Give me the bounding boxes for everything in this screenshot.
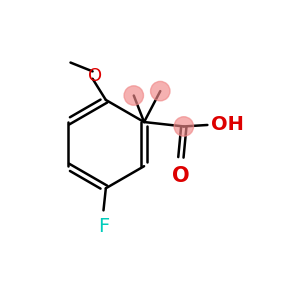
Circle shape bbox=[124, 86, 143, 105]
Text: OH: OH bbox=[211, 116, 244, 134]
Circle shape bbox=[151, 81, 170, 101]
Text: O: O bbox=[88, 68, 103, 85]
Text: F: F bbox=[98, 217, 109, 236]
Circle shape bbox=[174, 117, 194, 136]
Text: O: O bbox=[172, 166, 190, 186]
